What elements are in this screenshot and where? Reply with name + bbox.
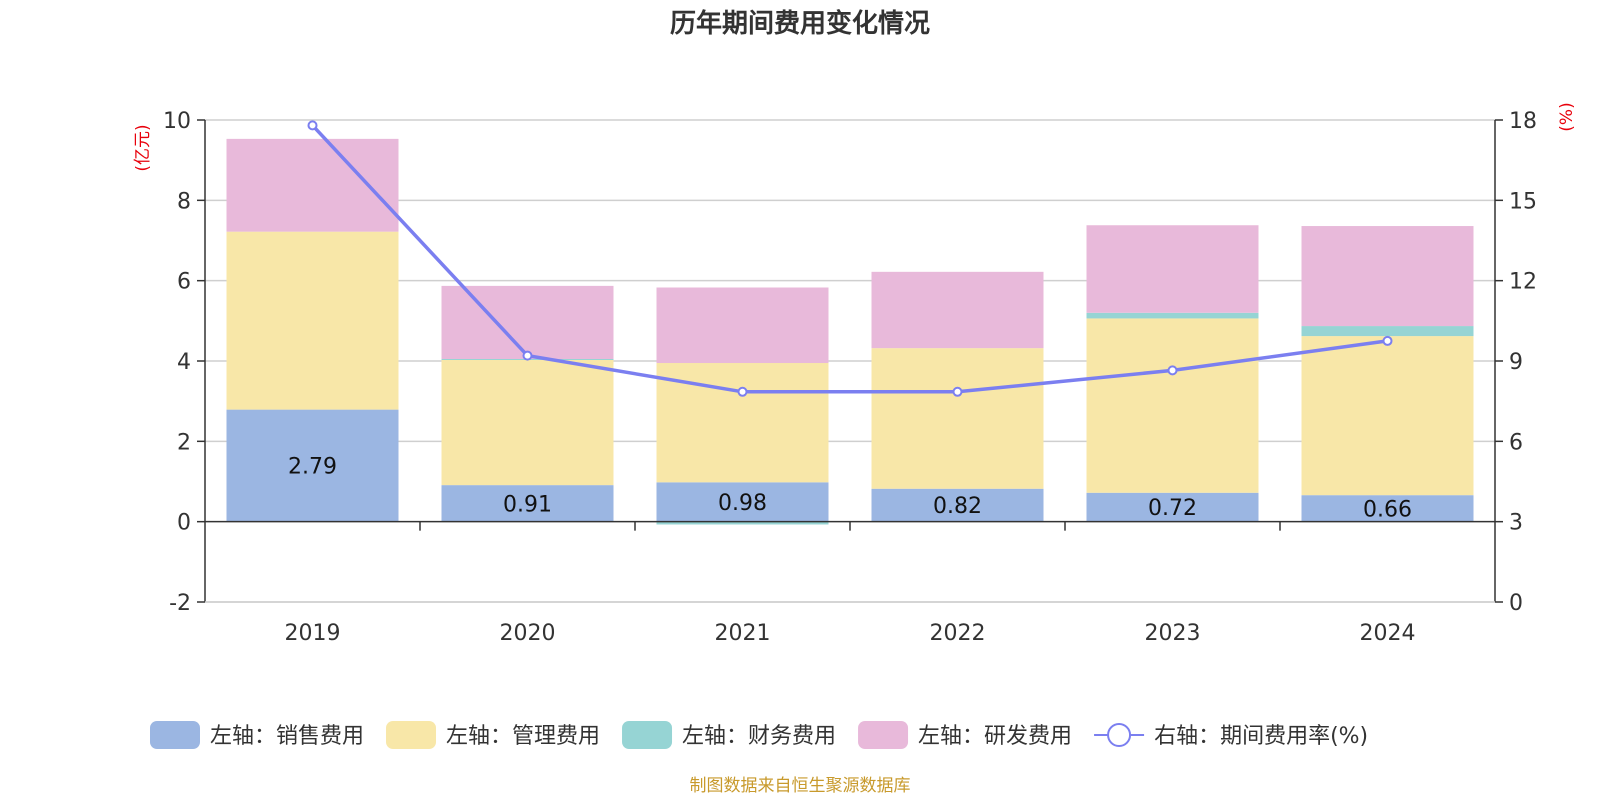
left-axis-tick-label: 8: [177, 189, 191, 214]
x-axis-tick-label: 2019: [285, 621, 341, 646]
bar-segment: [441, 285, 614, 359]
bar-segment: [871, 348, 1044, 489]
bar-segment: [1086, 225, 1259, 313]
right-axis-tick-label: 15: [1509, 189, 1537, 214]
bar-segment: [656, 287, 829, 364]
bar-segment: [1301, 326, 1474, 337]
source-note: 制图数据来自恒生聚源数据库: [690, 776, 911, 796]
bar-segment: [441, 485, 614, 522]
legend-swatch-marker: [1107, 723, 1132, 747]
bar-segment: [656, 482, 829, 522]
bar-segment: [1301, 495, 1474, 522]
bar-segment: [226, 231, 399, 410]
x-axis-tick-label: 2024: [1360, 621, 1416, 646]
bar-series: [226, 138, 1474, 525]
x-axis-tick-label: 2021: [715, 621, 771, 646]
ratio-point: [1382, 335, 1393, 346]
bar-segment: [871, 271, 1044, 349]
legend-label: 左轴：财务费用: [682, 724, 836, 749]
ratio-point: [1167, 365, 1178, 376]
legend-swatch: [858, 721, 909, 749]
bar-value-label: 0.82: [933, 494, 982, 519]
legend-swatch: [622, 721, 673, 749]
legend: 左轴：销售费用 左轴：管理费用 左轴：财务费用 左轴：研发费用 右轴：期间费用率(%): [150, 721, 1368, 749]
bar-segment: [226, 138, 399, 232]
chart-title: 历年期间费用变化情况: [670, 8, 930, 39]
ratio-point: [952, 386, 963, 397]
bar-segment: [1086, 492, 1259, 522]
left-axis-unit: (亿元): [133, 124, 153, 171]
ratio-point: [307, 120, 318, 131]
bar-segment: [656, 521, 829, 525]
bar-value-label: 0.72: [1148, 496, 1197, 521]
ratio-point: [522, 350, 533, 361]
left-axis-tick-label: 0: [177, 511, 191, 536]
left-axis-tick-label: 10: [163, 109, 191, 134]
axes: -2 0 2 4 6 8 10 0 3 6 9 12 15 18 2019 2020 2021 2022 2023 2…: [163, 109, 1537, 646]
legend-swatch: [150, 721, 200, 749]
right-axis-tick-label: 12: [1509, 270, 1537, 295]
ratio-point: [737, 386, 748, 397]
ratio-line-series: [307, 120, 1393, 397]
bar-segment: [871, 488, 1044, 522]
ratio-line: [311, 124, 1388, 394]
right-axis-tick-label: 9: [1509, 350, 1523, 375]
bar-segment: [1086, 318, 1259, 493]
right-axis-tick-label: 0: [1509, 591, 1523, 616]
right-axis-tick-label: 6: [1509, 430, 1523, 455]
bar-segment: [226, 409, 399, 522]
x-axis-tick-label: 2022: [930, 621, 986, 646]
left-axis-tick-label: 4: [177, 350, 191, 375]
x-axis-tick-label: 2023: [1145, 621, 1201, 646]
left-axis-tick-label: -2: [169, 591, 191, 616]
bar-segment: [441, 359, 614, 486]
bar-segment: [1301, 226, 1474, 327]
legend-swatch: [386, 721, 437, 749]
bar-segment: [1086, 312, 1259, 319]
right-axis-tick-label: 3: [1509, 511, 1523, 536]
data-labels: 2.79 0.91 0.98 0.82 0.72 0.66: [288, 455, 1412, 523]
x-axis-tick-label: 2020: [500, 621, 556, 646]
left-axis-tick-label: 2: [177, 430, 191, 455]
legend-label: 左轴：研发费用: [918, 724, 1072, 749]
right-axis-tick-label: 18: [1509, 109, 1537, 134]
bar-value-label: 2.79: [288, 455, 337, 480]
legend-label: 右轴：期间费用率(%): [1154, 724, 1368, 749]
left-axis-tick-label: 6: [177, 270, 191, 295]
bar-segment: [1301, 336, 1474, 496]
right-axis-unit: (%): [1557, 102, 1577, 131]
bar-value-label: 0.98: [718, 491, 767, 516]
legend-label: 左轴：销售费用: [210, 724, 364, 749]
bar-value-label: 0.66: [1363, 497, 1412, 522]
bar-value-label: 0.91: [503, 492, 552, 517]
legend-label: 左轴：管理费用: [446, 724, 600, 749]
